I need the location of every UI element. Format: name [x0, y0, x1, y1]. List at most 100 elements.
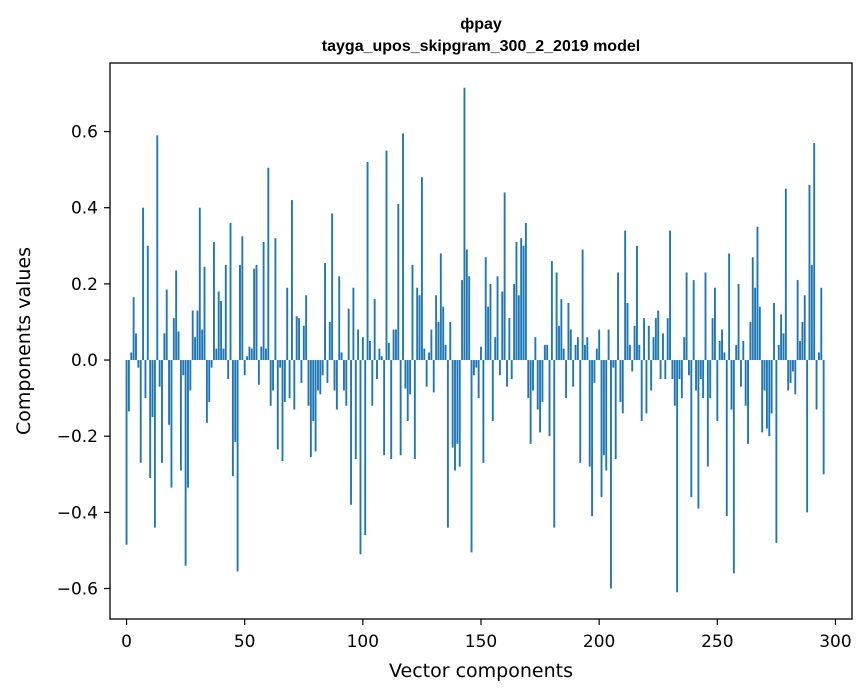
bar — [248, 346, 251, 361]
bar — [765, 360, 768, 429]
bar — [343, 360, 345, 391]
bar — [503, 192, 506, 361]
bar — [664, 360, 667, 380]
bar — [269, 360, 272, 406]
bar — [340, 352, 343, 361]
x-tick-label: 100 — [347, 632, 379, 652]
bar — [428, 352, 430, 361]
bar — [725, 360, 728, 517]
y-tick-label: 0.4 — [71, 199, 98, 219]
bar — [224, 264, 227, 361]
bar — [498, 360, 501, 376]
bar — [565, 360, 568, 399]
bar — [312, 360, 315, 421]
bar — [501, 291, 504, 361]
bar — [213, 241, 215, 361]
bar — [420, 177, 423, 361]
bar — [276, 360, 279, 450]
bar — [688, 360, 690, 376]
x-tick-label: 50 — [234, 632, 256, 652]
bar — [260, 346, 263, 361]
bar — [231, 360, 234, 477]
y-tick-label: 0.6 — [71, 123, 98, 143]
bar — [184, 360, 187, 566]
bar — [510, 360, 513, 380]
bar — [404, 360, 407, 389]
bar — [654, 318, 657, 361]
bar — [165, 289, 168, 361]
bar — [718, 341, 721, 361]
bar — [817, 352, 820, 361]
bar — [820, 287, 823, 361]
bar — [536, 360, 539, 410]
bar — [692, 280, 695, 361]
bar — [576, 337, 579, 361]
bar — [602, 360, 605, 456]
bar — [168, 360, 171, 425]
bar — [803, 295, 806, 361]
bar — [591, 360, 594, 517]
bar — [300, 360, 303, 383]
bar — [699, 360, 702, 380]
bar — [357, 329, 360, 361]
bar — [780, 314, 783, 361]
bar — [217, 291, 220, 361]
bar — [179, 360, 182, 471]
bar — [633, 325, 636, 361]
bar — [739, 360, 742, 387]
bar — [205, 360, 208, 423]
bar — [711, 318, 714, 361]
bar — [364, 360, 367, 536]
bar — [534, 337, 537, 361]
bar — [489, 283, 492, 361]
bar — [387, 342, 390, 361]
bar — [678, 360, 681, 380]
bar — [732, 360, 735, 574]
bar — [265, 348, 267, 361]
bar — [295, 316, 298, 361]
bar — [283, 360, 286, 402]
bar — [683, 337, 686, 361]
bar — [158, 360, 161, 387]
bar — [685, 272, 688, 361]
bar — [309, 360, 312, 458]
bar — [281, 360, 284, 461]
bar — [572, 360, 575, 387]
bar — [744, 360, 747, 406]
bar — [293, 360, 296, 410]
bar — [458, 360, 461, 467]
bar — [170, 360, 173, 488]
bar — [137, 360, 140, 368]
bar — [333, 360, 336, 391]
bar — [546, 344, 549, 361]
bar — [423, 348, 426, 361]
bar — [541, 360, 544, 402]
y-tick-label: 0.2 — [71, 275, 98, 295]
bar — [610, 360, 612, 589]
bar — [305, 295, 308, 361]
bar — [286, 287, 289, 361]
bar — [643, 318, 645, 361]
bar — [581, 249, 584, 361]
x-axis-ticks: 0 50 100 150 200 250 300 — [121, 619, 852, 652]
bar — [784, 188, 787, 361]
bar — [463, 87, 466, 361]
bar — [328, 321, 331, 361]
bar — [714, 287, 716, 361]
bar — [754, 287, 757, 361]
bar — [317, 360, 319, 391]
bar — [598, 329, 601, 361]
bar — [267, 167, 270, 361]
bar — [172, 318, 175, 361]
bar — [246, 356, 248, 361]
bar — [593, 360, 596, 383]
bar — [279, 360, 282, 368]
bar — [319, 360, 322, 395]
bar — [146, 245, 149, 361]
bar — [321, 360, 324, 376]
bar — [763, 360, 766, 391]
bar — [368, 341, 371, 361]
bar — [508, 318, 511, 361]
bar — [477, 360, 480, 399]
bar — [673, 360, 676, 406]
